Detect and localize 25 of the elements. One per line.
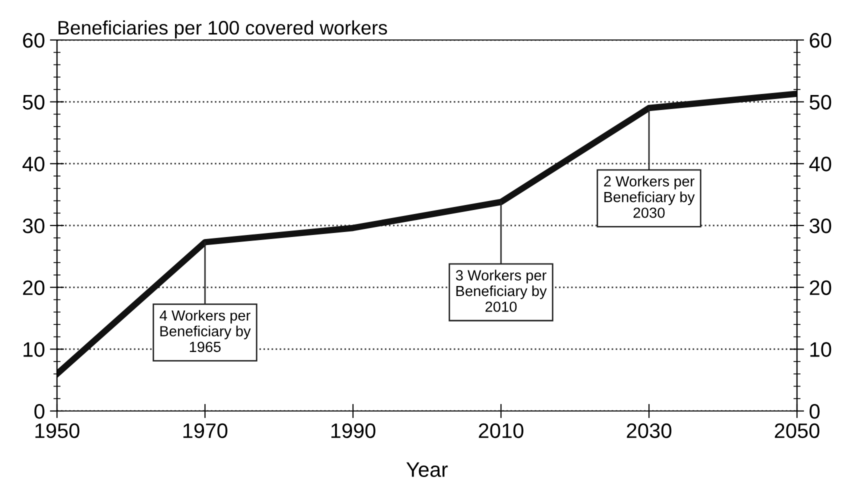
y-tick-label: 10 xyxy=(24,342,44,357)
x-tick-label: 1950 xyxy=(35,423,80,438)
y2-tick-label: 60 xyxy=(810,33,832,48)
annotation: 3 Workers per Beneficiary by 2010 xyxy=(456,270,547,312)
y-tick-label: 30 xyxy=(22,218,44,234)
y2-tick-label: 0 xyxy=(810,404,820,419)
annotation: 2 Workers per Beneficiary by 2030 xyxy=(604,176,695,218)
chart-title: Beneficiaries per 100 covered workers xyxy=(58,20,388,38)
y-tick-label: 50 xyxy=(22,94,44,110)
y-tick-label: 60 xyxy=(23,33,44,48)
y-tick-label: 40 xyxy=(22,156,44,172)
x-tick-label: 2010 xyxy=(478,423,524,438)
x-tick-label: 1990 xyxy=(331,423,376,438)
x-axis-title: Year xyxy=(406,462,448,477)
annotation: 4 Workers per Beneficiary by 1965 xyxy=(160,310,251,352)
y2-tick-label: 50 xyxy=(810,94,832,110)
x-tick-label: 2050 xyxy=(774,423,820,438)
x-tick-label: 1970 xyxy=(183,423,228,438)
y2-tick-label: 40 xyxy=(809,156,832,172)
y-tick-label: 20 xyxy=(23,280,44,296)
y2-tick-label: 20 xyxy=(810,280,832,296)
x-tick-label: 2030 xyxy=(626,423,672,438)
y2-tick-label: 30 xyxy=(810,218,832,234)
y-tick-label: 0 xyxy=(34,404,44,419)
y2-tick-label: 10 xyxy=(810,342,832,357)
